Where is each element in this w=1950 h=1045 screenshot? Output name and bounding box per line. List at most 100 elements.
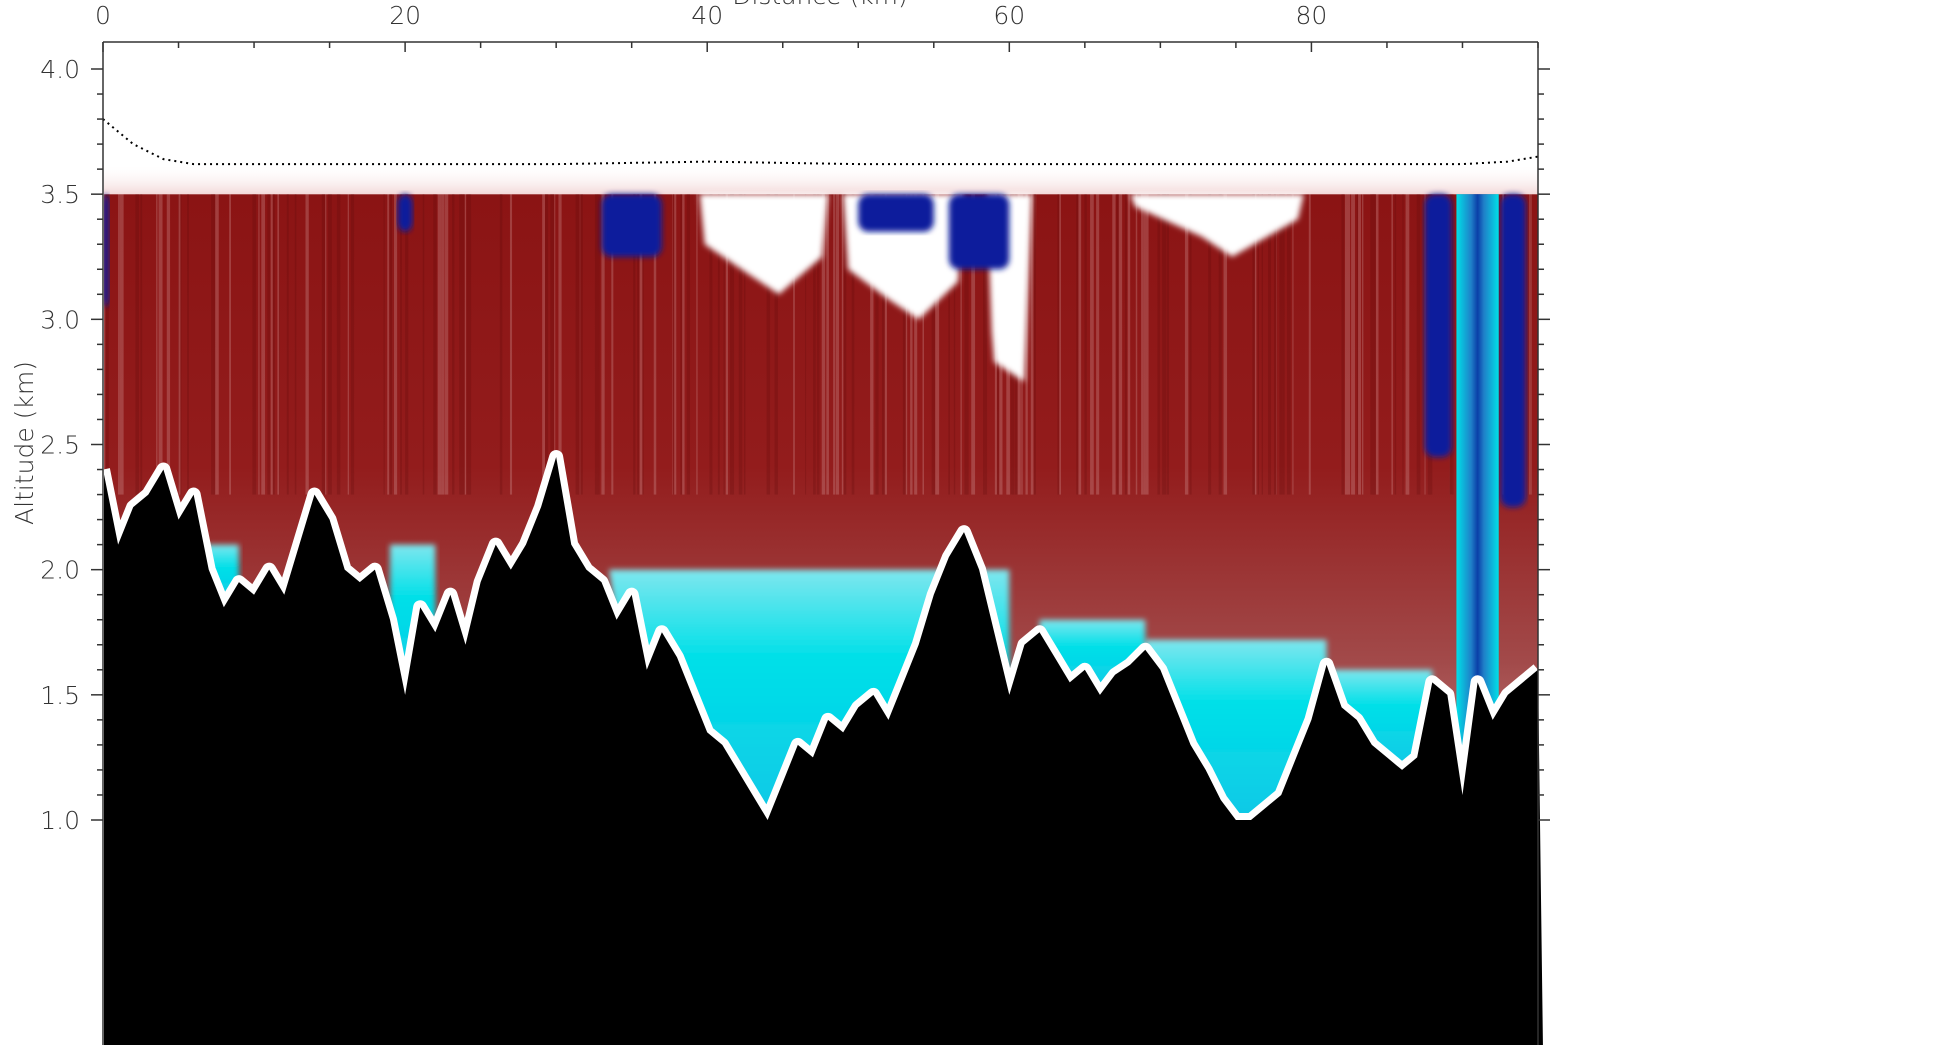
streak — [350, 194, 355, 495]
streak — [105, 194, 109, 495]
streak — [387, 194, 389, 495]
streak — [135, 194, 140, 495]
streak — [336, 194, 341, 495]
streak — [793, 194, 795, 495]
streak — [1529, 194, 1531, 495]
streak — [166, 194, 168, 495]
navy-patch — [858, 194, 934, 232]
streak — [682, 194, 685, 495]
streak — [1112, 194, 1116, 495]
streak — [1356, 194, 1359, 495]
streak — [686, 194, 691, 495]
streak — [870, 194, 874, 495]
streak — [229, 194, 231, 495]
flight-altitude-line — [102, 118, 1539, 166]
streak — [1118, 194, 1123, 495]
streak — [1351, 194, 1355, 495]
streak — [214, 194, 219, 495]
streak — [953, 194, 956, 495]
cyan-pool — [609, 569, 1010, 820]
x-axis-title: Distance (km) — [732, 0, 908, 10]
cyan-pool — [1326, 669, 1433, 770]
streak — [463, 194, 467, 495]
streak — [140, 194, 143, 495]
streak — [653, 194, 657, 495]
streak — [105, 194, 109, 495]
streak — [1344, 194, 1349, 495]
navy-patch — [948, 194, 1010, 270]
streak — [1157, 194, 1160, 495]
streak — [1405, 194, 1409, 495]
near-aircraft-blind-zone — [104, 164, 1538, 195]
streak — [743, 194, 746, 495]
streak — [118, 194, 120, 495]
streak — [305, 194, 309, 495]
streak — [673, 194, 675, 495]
streak — [1286, 194, 1291, 495]
y-tick-label: 3.0 — [40, 305, 80, 334]
streak — [1254, 194, 1257, 495]
streak — [843, 194, 847, 495]
streak — [1135, 194, 1138, 495]
streak — [1279, 194, 1283, 495]
streak — [601, 194, 604, 495]
streak — [1076, 194, 1079, 495]
streak — [321, 194, 326, 495]
streak — [286, 194, 289, 495]
navy-patch — [104, 194, 110, 307]
streak — [166, 194, 171, 495]
streak — [1346, 194, 1350, 495]
streak — [960, 194, 962, 495]
streak — [1451, 194, 1454, 495]
streak — [325, 194, 327, 495]
streak — [717, 194, 720, 495]
low-signal-patches — [104, 194, 1526, 508]
streak — [1341, 194, 1345, 495]
streak — [902, 194, 907, 495]
streak — [1362, 194, 1364, 495]
streak — [468, 194, 472, 495]
streak — [444, 194, 449, 495]
streak — [1391, 194, 1393, 495]
streak — [441, 194, 445, 495]
streak — [213, 194, 216, 495]
streak — [672, 194, 675, 495]
streak — [466, 194, 471, 495]
y-tick-label: 1.0 — [40, 806, 80, 835]
x-axis-ticks: 0 20 40 60 80 — [95, 1, 1539, 52]
streak — [1261, 194, 1264, 495]
streak — [881, 194, 886, 495]
streak — [187, 194, 189, 495]
terrain-mask — [104, 457, 1543, 1045]
streak — [1218, 194, 1222, 495]
streak — [964, 194, 968, 495]
streak — [1372, 194, 1377, 495]
streak — [1416, 194, 1421, 495]
streak — [914, 194, 918, 495]
streak — [328, 194, 332, 495]
navy-patch — [1500, 194, 1526, 508]
streak — [1162, 194, 1167, 495]
x-tick-label: 40 — [691, 1, 723, 30]
streak — [1084, 194, 1087, 495]
streak — [214, 194, 217, 495]
streak — [400, 194, 402, 495]
streak — [452, 194, 455, 495]
streak — [725, 194, 728, 495]
navy-patch — [1424, 194, 1452, 458]
streak — [437, 194, 442, 495]
streak — [731, 194, 735, 495]
streak — [971, 194, 976, 495]
streak — [1189, 194, 1192, 495]
y-tick-label: 2.0 — [40, 556, 80, 585]
streak — [1143, 194, 1146, 495]
x-tick-label: 20 — [389, 1, 421, 30]
streak — [611, 194, 614, 495]
streak — [594, 194, 599, 495]
streak — [1267, 194, 1272, 495]
streak — [1033, 194, 1036, 495]
streak — [875, 194, 879, 495]
streak — [156, 194, 158, 495]
streak — [1025, 194, 1028, 495]
